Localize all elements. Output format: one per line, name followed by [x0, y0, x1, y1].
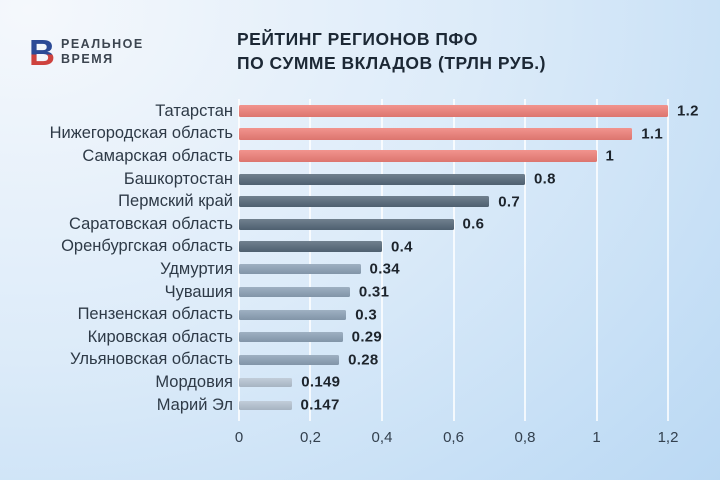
gridline	[523, 99, 526, 421]
bar-track: 1	[239, 145, 668, 168]
chart-title-line1: РЕЙТИНГ РЕГИОНОВ ПФО	[237, 29, 478, 49]
bar-track: 0.3	[239, 303, 668, 326]
plot-area	[238, 99, 669, 421]
x-tick-label: 0,8	[514, 429, 536, 446]
x-tick-label: 0,2	[300, 429, 321, 446]
bar-category-label: Удмуртия	[160, 259, 233, 278]
chart-title-line2: ПО СУММЕ ВКЛАДОВ (ТРЛН РУБ.)	[237, 53, 546, 73]
bar-track: 0.8	[239, 168, 668, 191]
bar-row: Пермский край 0.7	[0, 190, 720, 213]
bar-track: 1.1	[239, 123, 668, 146]
bar-category-label: Мордовия	[155, 372, 233, 391]
bar-row: Чувашия 0.31	[0, 281, 720, 304]
bar	[239, 150, 597, 163]
bar-category-label: Кировская область	[87, 327, 233, 346]
gridline	[238, 99, 240, 421]
bar-value-label: 0.28	[348, 351, 379, 369]
bar-category-label: Башкортостан	[123, 169, 233, 188]
bar-value-label: 0.8	[533, 170, 556, 188]
bar-value-label: 0.7	[498, 193, 521, 211]
bar-value-label: 0.31	[358, 283, 390, 301]
bar-track: 0.31	[239, 281, 668, 304]
bar-category-label: Самарская область	[82, 146, 233, 165]
bar-value-label: 1.2	[677, 102, 699, 120]
bar	[239, 127, 633, 140]
x-tick-label: 0,6	[443, 429, 464, 446]
bar-category-label: Ульяновская область	[69, 350, 233, 369]
bar-row: Оренбургская область 0.4	[0, 236, 720, 259]
bar-row: Татарстан 1.2	[0, 100, 720, 123]
bar	[239, 309, 347, 320]
bar-track: 0.28	[239, 349, 668, 372]
brand-logo: В РЕАЛЬНОЕ ВРЕМЯ	[30, 34, 144, 70]
bar-category-label: Саратовская область	[68, 214, 233, 233]
svg-text:В: В	[30, 34, 54, 70]
bar-value-label: 0.147	[300, 396, 340, 414]
bar-category-label: Татарстан	[155, 101, 233, 120]
gridline	[309, 99, 312, 421]
bar-track: 0.147	[239, 394, 668, 417]
bar-row: Ульяновская область 0.28	[0, 349, 720, 372]
x-tick-label: 0	[234, 429, 244, 446]
bar-row: Нижегородская область 1.1	[0, 123, 720, 146]
gridline	[595, 99, 598, 421]
x-axis: 0 0,2 0,4 0,6 0,8 1 1,2	[235, 429, 679, 447]
brand-name-line2: ВРЕМЯ	[61, 52, 114, 66]
bar	[239, 400, 292, 410]
bar	[239, 354, 340, 365]
bar	[239, 196, 490, 208]
gridline	[452, 99, 455, 421]
bar-value-label: 0.149	[301, 373, 341, 391]
bar-value-label: 0.29	[351, 328, 383, 346]
bar-track: 1.2	[239, 100, 698, 123]
bar-track: 0.7	[239, 190, 668, 213]
bar-rows: Татарстан 1.2 Нижегородская область 1.1 Сама…	[0, 100, 720, 416]
x-tick-label: 1	[592, 429, 601, 446]
bar-value-label: 0.3	[355, 306, 378, 324]
brand-name-line1: РЕАЛЬНОЕ	[61, 37, 144, 51]
bar	[239, 332, 343, 343]
bar-value-label: 0.6	[462, 215, 485, 233]
bar-row: Кировская область 0.29	[0, 326, 720, 349]
bar-category-label: Пензенская область	[77, 305, 233, 324]
bar-category-label: Оренбургская область	[61, 237, 233, 256]
bar-category-label: Марий Эл	[156, 395, 233, 414]
bar	[239, 241, 382, 253]
bar	[239, 218, 454, 230]
bar-row: Марий Эл 0.147	[0, 394, 720, 417]
bar-value-label: 0.34	[369, 260, 400, 278]
bar-row: Башкортостан 0.8	[0, 168, 720, 191]
bar	[239, 287, 350, 298]
bar	[239, 264, 361, 275]
x-tick-label: 0,4	[371, 429, 393, 446]
bar-value-label: 1	[605, 147, 615, 165]
bar-category-label: Нижегородская область	[49, 124, 233, 143]
bar-value-label: 1.1	[641, 125, 663, 143]
bar-track: 0.6	[239, 213, 668, 236]
bar-value-label: 0.4	[390, 238, 413, 256]
bar-track: 0.29	[239, 326, 668, 349]
bar-row: Удмуртия 0.34	[0, 258, 720, 281]
gridline	[380, 99, 383, 421]
bar-row: Мордовия 0.149	[0, 371, 720, 394]
bar-track: 0.149	[239, 371, 668, 394]
bar-category-label: Чувашия	[164, 282, 233, 301]
brand-v-icon: В	[30, 34, 54, 70]
bar	[239, 105, 668, 118]
x-tick-label: 1,2	[657, 429, 679, 446]
bar	[239, 377, 293, 387]
bar-row: Саратовская область 0.6	[0, 213, 720, 236]
bar-row: Пензенская область 0.3	[0, 303, 720, 326]
bar	[239, 173, 525, 185]
bar-track: 0.4	[239, 236, 668, 259]
gridline	[667, 99, 669, 421]
bar-row: Самарская область 1	[0, 145, 720, 168]
bar-category-label: Пермский край	[118, 192, 233, 211]
bar-track: 0.34	[239, 258, 668, 281]
chart-title: РЕЙТИНГ РЕГИОНОВ ПФО ПО СУММЕ ВКЛАДОВ (Т…	[237, 27, 546, 75]
brand-name: РЕАЛЬНОЕ ВРЕМЯ	[61, 37, 144, 67]
